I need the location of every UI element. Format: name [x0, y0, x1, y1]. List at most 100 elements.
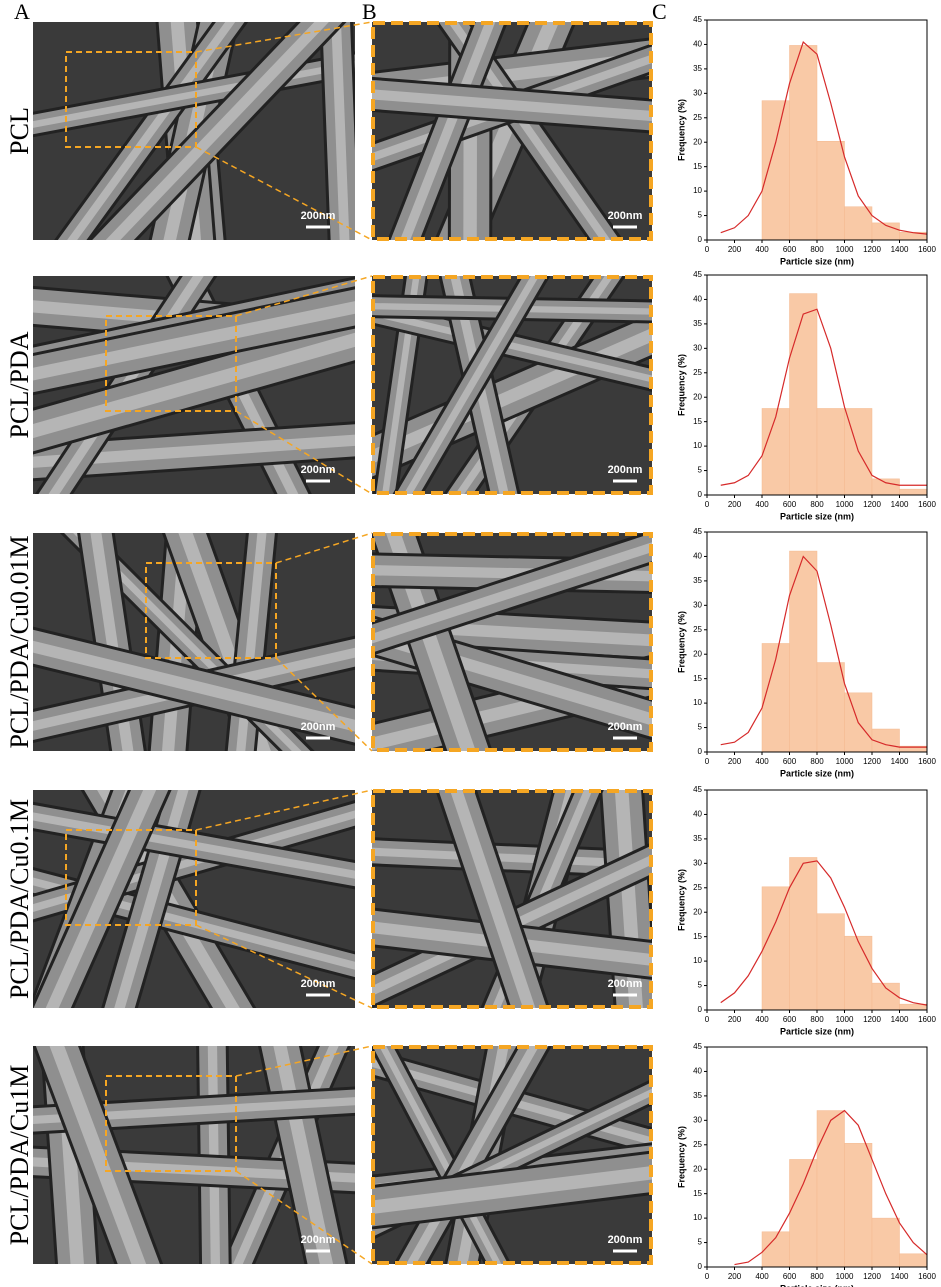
fit-curve [720, 555, 927, 748]
fibers [372, 22, 652, 240]
x-tick-label: 600 [783, 500, 797, 509]
fiber-highlight [33, 301, 355, 381]
y-tick-label: 25 [693, 113, 702, 122]
y-tick-label: 25 [693, 625, 702, 634]
bar [871, 1217, 900, 1268]
y-tick-label: 20 [693, 649, 702, 658]
y-tick-label: 15 [693, 1189, 702, 1198]
bar [789, 45, 818, 241]
fiber-highlight [33, 640, 355, 732]
scale-bar-label: 200nm [301, 464, 336, 476]
bar [789, 1159, 818, 1268]
fit-curve [720, 40, 928, 235]
y-tick-label: 10 [693, 956, 702, 965]
y-tick-label: 10 [693, 186, 702, 195]
y-tick-label: 0 [698, 235, 703, 244]
zoom-box [65, 829, 197, 926]
zoom-line [235, 410, 373, 495]
bar [844, 1143, 873, 1268]
y-tick-label: 45 [693, 527, 702, 536]
zoom-frame [371, 1045, 653, 1265]
x-tick-label: 0 [705, 500, 710, 509]
fibers [33, 22, 355, 240]
fiber-highlight [372, 564, 652, 582]
y-tick-label: 25 [693, 1140, 702, 1149]
y-tick-label: 30 [693, 858, 702, 867]
y-tick-label: 30 [693, 88, 702, 97]
x-tick-label: 1400 [891, 757, 909, 766]
fiber-highlight [45, 790, 157, 1008]
bar [871, 728, 900, 753]
y-tick-label: 0 [698, 747, 703, 756]
bar [816, 140, 845, 241]
fit-curve [720, 308, 927, 486]
x-tick-label: 200 [728, 1015, 742, 1024]
x-tick-label: 1400 [891, 500, 909, 509]
bar [816, 1110, 845, 1268]
x-tick-label: 1600 [918, 1272, 936, 1281]
y-tick-label: 20 [693, 137, 702, 146]
y-axis-label: Frequency (%) [676, 869, 686, 931]
y-axis-label: Frequency (%) [676, 1126, 686, 1188]
bar [789, 857, 818, 1011]
x-tick-label: 800 [810, 757, 824, 766]
y-tick-label: 15 [693, 932, 702, 941]
fibers [33, 1046, 355, 1264]
bar [789, 550, 818, 753]
x-tick-label: 1000 [836, 500, 854, 509]
y-tick-label: 40 [693, 295, 702, 304]
x-axis-label: Particle size (nm) [780, 768, 854, 778]
scale-bar-label: 200nm [608, 978, 643, 990]
y-tick-label: 25 [693, 368, 702, 377]
zoom-frame [371, 789, 653, 1009]
x-tick-label: 1000 [836, 757, 854, 766]
zoom-line [235, 1045, 373, 1077]
fibers [33, 276, 355, 494]
fiber-highlight [449, 790, 536, 1008]
bar [789, 293, 818, 496]
row-label: PCL/PDA/Cu1M [5, 1065, 34, 1246]
fibers [372, 276, 652, 494]
x-tick-label: 1400 [891, 1272, 909, 1281]
fiber-highlight [49, 1046, 147, 1264]
bar [761, 408, 790, 496]
y-tick-label: 40 [693, 40, 702, 49]
fiber-highlight [406, 1046, 540, 1264]
y-tick-label: 15 [693, 674, 702, 683]
bar [899, 1003, 928, 1011]
x-tick-label: 0 [705, 1015, 710, 1024]
y-tick-label: 10 [693, 441, 702, 450]
fiber-highlight [372, 89, 652, 122]
fiber-highlight [67, 22, 236, 240]
x-tick-label: 1400 [891, 245, 909, 254]
x-tick-label: 400 [755, 245, 769, 254]
zoom-line [275, 657, 373, 752]
y-tick-label: 5 [698, 466, 703, 475]
bar [761, 100, 790, 241]
y-tick-label: 40 [693, 810, 702, 819]
y-tick-label: 10 [693, 1213, 702, 1222]
zoom-box [105, 315, 237, 412]
fiber-highlight [403, 276, 540, 494]
y-tick-label: 45 [693, 15, 702, 24]
fiber-highlight [331, 22, 350, 240]
y-tick-label: 0 [698, 1005, 703, 1014]
y-tick-label: 35 [693, 319, 702, 328]
fiber-highlight [90, 533, 134, 751]
x-tick-label: 1600 [918, 245, 936, 254]
fit-curve [734, 1109, 928, 1266]
x-tick-label: 1400 [891, 1015, 909, 1024]
scale-bar-label: 200nm [608, 1234, 643, 1246]
x-tick-label: 800 [810, 1015, 824, 1024]
y-tick-label: 35 [693, 576, 702, 585]
x-tick-label: 400 [755, 757, 769, 766]
y-tick-label: 15 [693, 162, 702, 171]
x-axis-label: Particle size (nm) [780, 1283, 854, 1287]
x-tick-label: 200 [728, 245, 742, 254]
y-tick-label: 20 [693, 907, 702, 916]
y-tick-label: 40 [693, 552, 702, 561]
x-tick-label: 0 [705, 757, 710, 766]
fiber-highlight [33, 60, 355, 128]
fibers [372, 790, 652, 1008]
x-tick-label: 1200 [863, 245, 881, 254]
